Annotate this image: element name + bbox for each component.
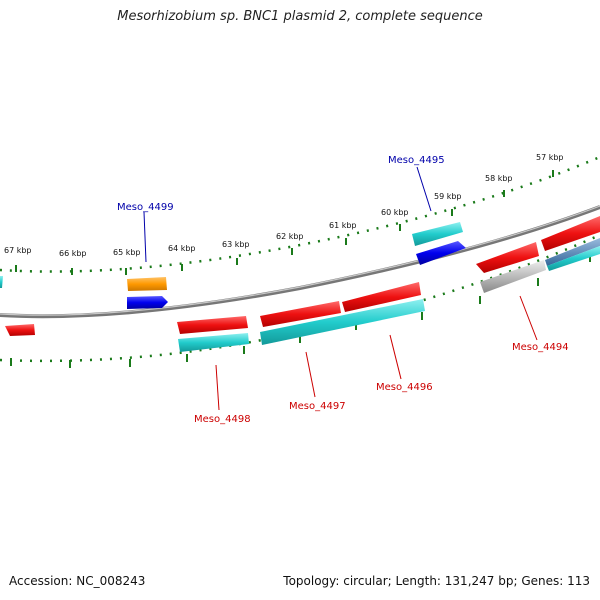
gene-meso-4494-gray[interactable]: [480, 260, 546, 293]
outer-scale-ring: [0, 155, 600, 273]
gene-meso-4499-orange[interactable]: [127, 277, 167, 291]
gene-edge-steel-right[interactable]: [545, 238, 600, 266]
gene-meso-4495-cyan[interactable]: [412, 222, 463, 246]
gene-labels: Meso_4495 Meso_4499 Meso_4494 Meso_4496 …: [117, 155, 569, 425]
kbp-label-59: 59 kbp: [434, 192, 462, 201]
backbone-genes: [5, 216, 600, 352]
kbp-label-58: 58 kbp: [485, 174, 513, 183]
gene-label-meso-4498[interactable]: Meso_4498: [194, 414, 251, 425]
gene-meso-4495-blue[interactable]: [416, 241, 466, 265]
forward-genes: [0, 222, 466, 309]
gene-edge-cyan-right[interactable]: [547, 246, 600, 271]
kbp-label-61: 61 kbp: [329, 221, 357, 230]
outer-major-ticks: [15, 170, 554, 275]
gene-meso-4496-red[interactable]: [342, 282, 421, 312]
kbp-label-67: 67 kbp: [4, 246, 32, 255]
kbp-label-66: 66 kbp: [59, 249, 87, 258]
map-title: Mesorhizobium sp. BNC1 plasmid 2, comple…: [117, 9, 483, 24]
gene-meso-4494-red[interactable]: [476, 242, 539, 273]
gene-meso-4498-red[interactable]: [177, 316, 248, 334]
kbp-label-65: 65 kbp: [113, 248, 141, 257]
summary-text: Topology: circular; Length: 131,247 bp; …: [283, 574, 590, 588]
gene-label-meso-4497[interactable]: Meso_4497: [289, 401, 346, 412]
gene-meso-4498-cyan[interactable]: [178, 333, 249, 352]
kbp-label-62: 62 kbp: [276, 232, 304, 241]
kbp-labels: 57 kbp 58 kbp 59 kbp 60 kbp 61 kbp 62 kb…: [4, 153, 564, 258]
gene-meso-4499-blue[interactable]: [127, 296, 168, 309]
kbp-label-60: 60 kbp: [381, 208, 409, 217]
inner-scale-ring: [0, 233, 600, 363]
gene-label-meso-4496[interactable]: Meso_4496: [376, 382, 433, 393]
kbp-label-64: 64 kbp: [168, 244, 196, 253]
kbp-label-57: 57 kbp: [536, 153, 564, 162]
gene-edge-red-left[interactable]: [5, 324, 35, 336]
gene-label-meso-4495[interactable]: Meso_4495: [388, 155, 445, 166]
plasmid-backbone: [0, 205, 600, 319]
accession-text: Accession: NC_008243: [9, 574, 146, 588]
gene-edge-red-right[interactable]: [541, 216, 600, 251]
gene-label-meso-4499[interactable]: Meso_4499: [117, 202, 174, 213]
gene-meso-4497-red[interactable]: [260, 301, 341, 327]
gene-label-meso-4494[interactable]: Meso_4494: [512, 342, 569, 353]
leader-lines: [143, 166, 538, 411]
gene-edge-cyan[interactable]: [0, 276, 3, 288]
kbp-label-63: 63 kbp: [222, 240, 250, 249]
gene-meso-4496-4497-cyan[interactable]: [260, 299, 425, 345]
